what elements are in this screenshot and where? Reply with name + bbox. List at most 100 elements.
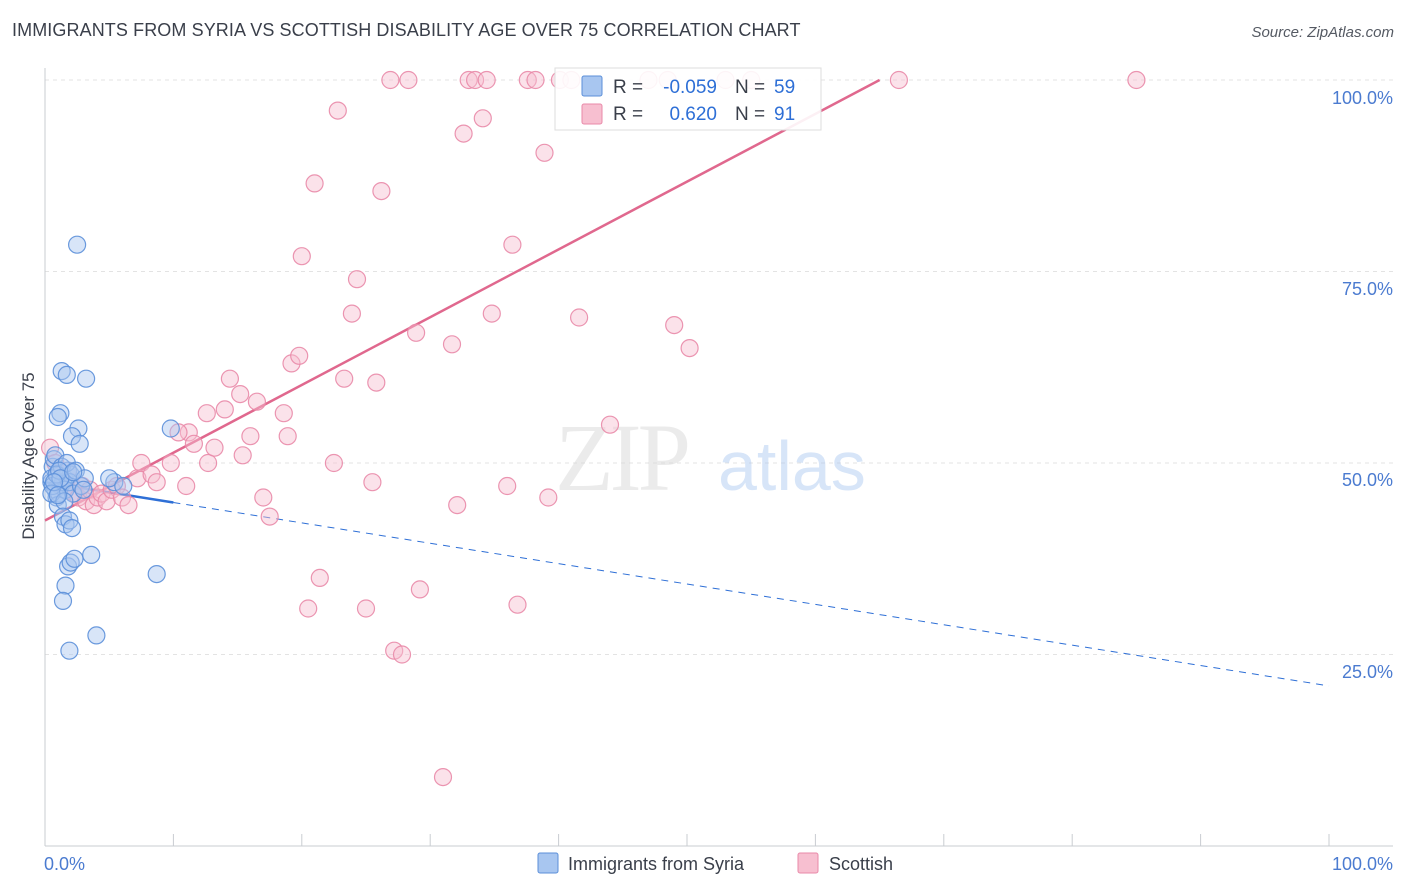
point-scottish: [328, 101, 347, 120]
point-scottish: [342, 304, 361, 323]
point-scottish: [132, 453, 151, 473]
trend-line-syria-dashed: [173, 502, 1330, 687]
point-scottish: [448, 496, 467, 515]
point-scottish: [459, 70, 478, 90]
point-syria: [65, 549, 84, 568]
point-scottish: [278, 427, 297, 446]
point-scottish: [498, 476, 517, 496]
point-syria: [114, 476, 133, 496]
point-scottish: [310, 568, 329, 588]
point-scottish: [177, 476, 196, 496]
point-syria: [60, 641, 79, 660]
stats-r-label-syria: R =: [613, 77, 643, 98]
point-syria: [82, 545, 101, 565]
point-syria: [53, 591, 73, 611]
point-scottish: [335, 369, 354, 388]
point-scottish: [197, 404, 216, 423]
y-axis-title: Disability Age Over 75: [19, 372, 38, 539]
point-scottish: [473, 109, 492, 128]
point-scottish: [399, 70, 418, 90]
point-scottish: [539, 488, 558, 507]
point-syria: [87, 626, 106, 645]
stats-n-value-scottish: 91: [774, 104, 795, 125]
point-scottish: [482, 304, 501, 323]
point-syria: [48, 486, 67, 505]
data-points: [40, 70, 1146, 787]
watermark-atlas: atlas: [718, 427, 866, 505]
point-scottish: [665, 316, 684, 335]
stats-r-value-scottish: 0.620: [669, 104, 717, 125]
point-scottish: [247, 392, 266, 411]
point-syria: [75, 469, 94, 488]
point-scottish: [407, 323, 426, 342]
point-scottish: [680, 339, 699, 358]
point-scottish: [600, 415, 620, 434]
point-scottish: [282, 354, 301, 373]
point-syria: [64, 463, 83, 482]
point-scottish: [231, 385, 250, 404]
point-scottish: [535, 143, 554, 162]
point-scottish: [147, 473, 166, 492]
point-scottish: [215, 400, 234, 419]
stats-r-value-syria: -0.059: [663, 77, 717, 98]
point-scottish: [305, 174, 324, 193]
legend-swatch-scottish: [797, 852, 819, 874]
point-scottish: [205, 438, 224, 457]
stats-legend-swatch-scottish: [581, 103, 603, 125]
point-scottish: [241, 427, 260, 446]
stats-n-label-scottish: N =: [735, 104, 765, 125]
stats-legend: R = -0.059 N = 59 R = 0.620 N = 91: [554, 67, 822, 131]
point-syria: [62, 427, 82, 446]
point-syria: [70, 434, 89, 453]
point-scottish: [410, 580, 429, 599]
chart-title: IMMIGRANTS FROM SYRIA VS SCOTTISH DISABI…: [12, 20, 801, 40]
point-scottish: [260, 507, 279, 526]
point-scottish: [299, 599, 318, 618]
legend-label-syria: Immigrants from Syria: [568, 854, 745, 874]
point-scottish: [503, 235, 522, 254]
point-scottish: [220, 369, 239, 388]
stats-r-label-scottish: R =: [613, 104, 643, 125]
point-syria: [100, 469, 119, 488]
point-scottish: [367, 373, 386, 392]
stats-n-value-syria: 59: [774, 77, 795, 98]
y-tick-label-75: 75.0%: [1342, 279, 1393, 299]
point-syria: [48, 407, 67, 427]
x-tick-label-100: 100.0%: [1332, 854, 1393, 874]
point-scottish: [889, 70, 909, 90]
x-tick-label-0: 0.0%: [44, 854, 85, 874]
series-legend: Immigrants from Syria Scottish: [537, 852, 893, 874]
point-scottish: [199, 453, 218, 473]
trend-lines: [44, 78, 1330, 687]
y-tick-label-25: 25.0%: [1342, 662, 1393, 682]
point-syria: [57, 365, 76, 384]
point-syria: [76, 369, 96, 388]
point-scottish: [372, 182, 391, 201]
point-scottish: [347, 270, 367, 289]
point-scottish: [290, 346, 309, 365]
point-scottish: [1127, 70, 1146, 90]
point-scottish: [161, 453, 180, 473]
point-scottish: [97, 492, 116, 511]
point-scottish: [254, 488, 273, 507]
point-scottish: [569, 308, 589, 327]
point-syria: [56, 576, 75, 595]
stats-n-label-syria: N =: [735, 77, 765, 98]
x-axis-ticks: [44, 834, 1330, 846]
point-scottish: [128, 469, 147, 488]
point-scottish: [508, 595, 527, 614]
y-tick-label-100: 100.0%: [1332, 88, 1393, 108]
point-syria: [161, 419, 180, 438]
point-scottish: [392, 645, 412, 664]
point-scottish: [179, 423, 198, 442]
point-scottish: [381, 70, 400, 90]
point-scottish: [292, 247, 311, 266]
legend-swatch-syria: [537, 852, 559, 874]
point-syria: [67, 235, 87, 254]
point-scottish: [526, 70, 545, 90]
legend-label-scottish: Scottish: [829, 854, 893, 874]
trend-line-scottish: [44, 78, 881, 522]
point-syria: [74, 480, 93, 499]
point-syria: [62, 518, 82, 538]
